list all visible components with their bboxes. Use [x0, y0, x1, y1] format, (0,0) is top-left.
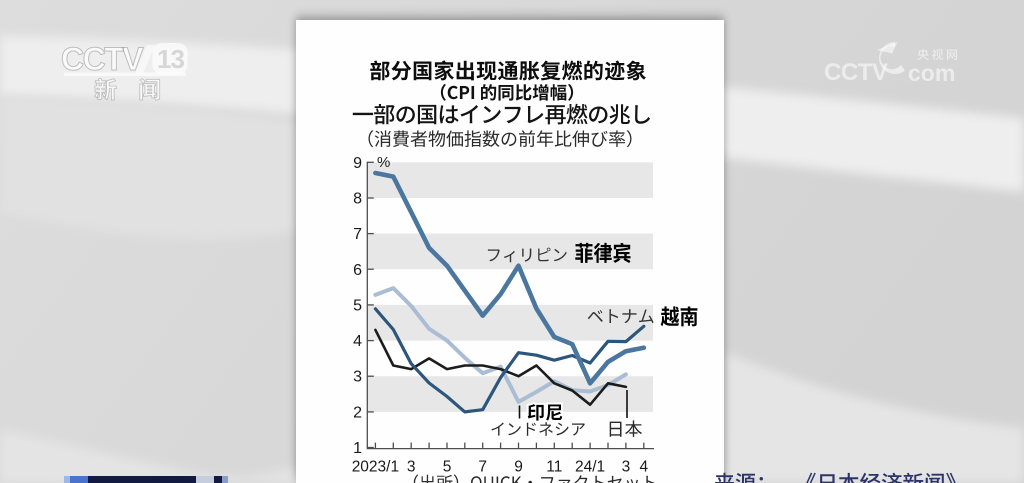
svg-text:2023/1: 2023/1 — [352, 459, 399, 476]
svg-text:3: 3 — [622, 459, 631, 476]
svg-text:7: 7 — [353, 226, 362, 243]
svg-text:6: 6 — [353, 262, 362, 279]
svg-text:5: 5 — [443, 459, 452, 476]
svg-text:4: 4 — [639, 459, 648, 476]
svg-text:8: 8 — [353, 191, 362, 208]
svg-text:com: com — [908, 60, 955, 86]
svg-text:13: 13 — [157, 44, 184, 74]
svg-text:3: 3 — [353, 369, 362, 386]
svg-text:2: 2 — [353, 404, 362, 421]
svg-text:%: % — [377, 154, 390, 171]
svg-text:24/1: 24/1 — [575, 459, 605, 476]
svg-text:CCTV: CCTV — [61, 41, 144, 77]
svg-text:9: 9 — [353, 155, 362, 172]
svg-text:3: 3 — [407, 459, 416, 476]
svg-text:7: 7 — [478, 459, 487, 476]
svg-text:9: 9 — [514, 459, 523, 476]
svg-text:11: 11 — [546, 459, 562, 476]
svg-text:CCTV: CCTV — [824, 59, 888, 86]
svg-text:1: 1 — [353, 440, 362, 457]
svg-text:5: 5 — [353, 297, 362, 314]
svg-text:4: 4 — [353, 333, 362, 350]
